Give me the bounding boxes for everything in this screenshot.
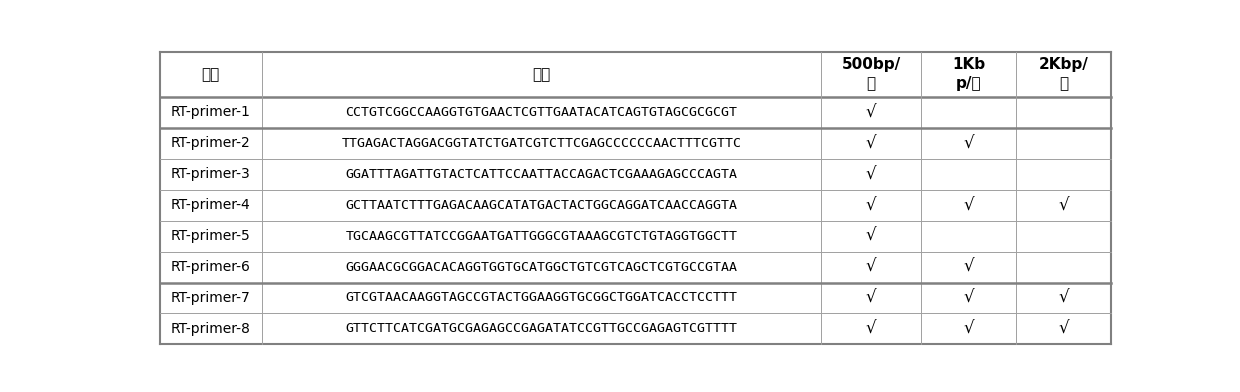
Text: √: √ xyxy=(963,320,973,338)
Text: 名称: 名称 xyxy=(202,67,219,82)
Text: TTGAGACTAGGACGGTATCTGATCGTCTTCGAGCCCCCCAACTTTCGTTC: TTGAGACTAGGACGGTATCTGATCGTCTTCGAGCCCCCCA… xyxy=(341,137,742,150)
Text: √: √ xyxy=(866,196,877,214)
Text: GGGAACGCGGACACAGGTGGTGCATGGCTGTCGTCAGCTCGTGCCGTAA: GGGAACGCGGACACAGGTGGTGCATGGCTGTCGTCAGCTC… xyxy=(345,261,738,274)
Text: RT-primer-7: RT-primer-7 xyxy=(171,291,250,305)
Text: √: √ xyxy=(963,289,973,307)
Text: RT-primer-3: RT-primer-3 xyxy=(171,167,250,181)
Text: √: √ xyxy=(866,320,877,338)
Text: 序列: 序列 xyxy=(532,67,551,82)
Text: √: √ xyxy=(1058,320,1069,338)
Text: RT-primer-5: RT-primer-5 xyxy=(171,229,250,243)
Text: CCTGTCGGCCAAGGTGTGAACTCGTTGAATACATCAGTGTAGCGCGCGT: CCTGTCGGCCAAGGTGTGAACTCGTTGAATACATCAGTGT… xyxy=(345,106,738,119)
Text: GTCGTAACAAGGTAGCCGTACTGGAAGGTGCGGCTGGATCACCTCCTTT: GTCGTAACAAGGTAGCCGTACTGGAAGGTGCGGCTGGATC… xyxy=(345,292,738,305)
Text: 500bp/
条: 500bp/ 条 xyxy=(842,58,900,91)
Text: √: √ xyxy=(866,227,877,245)
Text: √: √ xyxy=(963,258,973,276)
Text: √: √ xyxy=(1058,196,1069,214)
Text: TGCAAGCGTTATCCGGAATGATTGGGCGTAAAGCGTCTGTAGGTGGCTT: TGCAAGCGTTATCCGGAATGATTGGGCGTAAAGCGTCTGT… xyxy=(345,230,738,243)
Text: RT-primer-8: RT-primer-8 xyxy=(171,322,250,336)
Text: 2Kbp/
条: 2Kbp/ 条 xyxy=(1039,58,1089,91)
Text: RT-primer-2: RT-primer-2 xyxy=(171,136,250,151)
Text: RT-primer-4: RT-primer-4 xyxy=(171,198,250,212)
Text: √: √ xyxy=(963,134,973,152)
Text: √: √ xyxy=(866,103,877,122)
Text: √: √ xyxy=(1058,289,1069,307)
Text: RT-primer-1: RT-primer-1 xyxy=(171,105,250,120)
Text: √: √ xyxy=(866,165,877,183)
Text: √: √ xyxy=(866,289,877,307)
Text: √: √ xyxy=(866,258,877,276)
Text: GTTCTTCATCGATGCGAGAGCCGAGATATCCGTTGCCGAGAGTCGTTTT: GTTCTTCATCGATGCGAGAGCCGAGATATCCGTTGCCGAG… xyxy=(345,322,738,336)
Text: RT-primer-6: RT-primer-6 xyxy=(171,260,250,274)
Text: GCTTAATCTTTGAGACAAGCATATGACTACTGGCAGGATCAACCAGGTA: GCTTAATCTTTGAGACAAGCATATGACTACTGGCAGGATC… xyxy=(345,199,738,212)
Text: √: √ xyxy=(963,196,973,214)
Text: √: √ xyxy=(866,134,877,152)
Text: 1Kb
p/条: 1Kb p/条 xyxy=(952,58,985,91)
Text: GGATTTAGATTGTACTCATTCCAATTACCAGACTCGAAAGAGCCCAGTA: GGATTTAGATTGTACTCATTCCAATTACCAGACTCGAAAG… xyxy=(345,168,738,181)
